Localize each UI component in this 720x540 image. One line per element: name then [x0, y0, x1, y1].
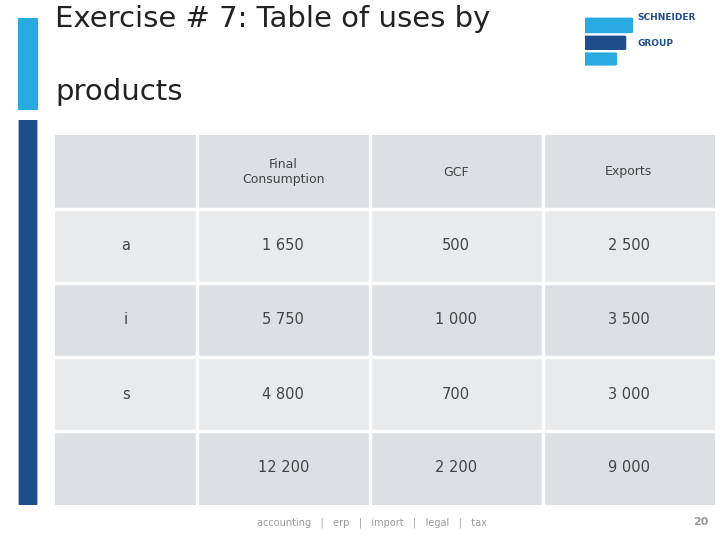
- Text: 1 650: 1 650: [263, 239, 305, 253]
- Text: Final
Consumption: Final Consumption: [242, 158, 325, 186]
- FancyBboxPatch shape: [55, 357, 715, 431]
- Text: Exercise # 7: Table of uses by: Exercise # 7: Table of uses by: [55, 5, 490, 33]
- FancyBboxPatch shape: [55, 135, 715, 209]
- FancyBboxPatch shape: [19, 114, 37, 511]
- Text: a: a: [122, 239, 130, 253]
- Text: SCHNEIDER: SCHNEIDER: [637, 13, 696, 22]
- Text: 2 500: 2 500: [608, 239, 650, 253]
- Text: 12 200: 12 200: [258, 461, 309, 476]
- Text: i: i: [124, 313, 128, 327]
- Text: 20: 20: [693, 517, 708, 527]
- Text: 4 800: 4 800: [262, 387, 305, 402]
- Text: 3 000: 3 000: [608, 387, 650, 402]
- FancyBboxPatch shape: [582, 18, 633, 33]
- FancyBboxPatch shape: [55, 283, 715, 357]
- FancyBboxPatch shape: [55, 209, 715, 283]
- Text: 5 750: 5 750: [262, 313, 305, 327]
- Text: s: s: [122, 387, 130, 402]
- Text: 9 000: 9 000: [608, 461, 650, 476]
- Text: products: products: [55, 78, 182, 105]
- Text: 500: 500: [442, 239, 470, 253]
- FancyBboxPatch shape: [55, 431, 715, 505]
- FancyBboxPatch shape: [582, 36, 626, 50]
- Text: 1 000: 1 000: [436, 313, 477, 327]
- Text: accounting   |   erp   |   import   |   legal   |   tax: accounting | erp | import | legal | tax: [257, 517, 487, 528]
- Text: 700: 700: [442, 387, 470, 402]
- Text: 2 200: 2 200: [435, 461, 477, 476]
- Text: GROUP: GROUP: [637, 39, 673, 48]
- Text: GCF: GCF: [444, 165, 469, 179]
- FancyBboxPatch shape: [17, 9, 40, 119]
- Text: 3 500: 3 500: [608, 313, 649, 327]
- Text: Exports: Exports: [606, 165, 652, 179]
- FancyBboxPatch shape: [582, 52, 617, 65]
